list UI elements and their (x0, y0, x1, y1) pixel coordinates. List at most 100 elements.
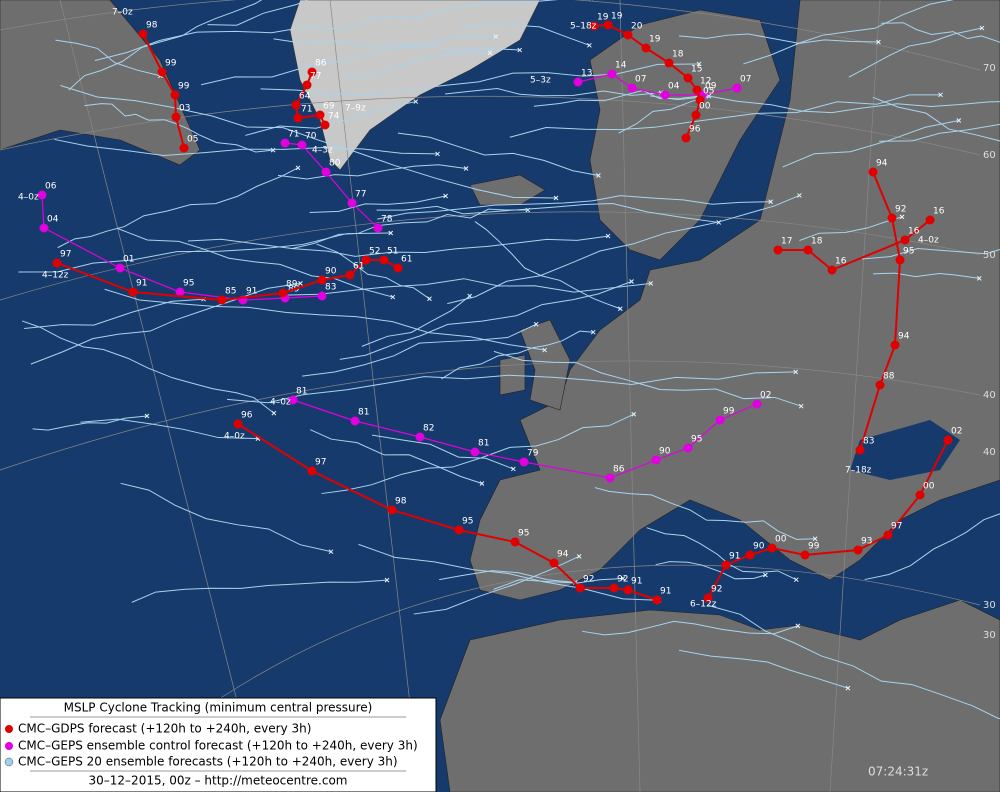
track-point (915, 490, 925, 500)
track-point (361, 255, 371, 265)
track-point (345, 270, 355, 280)
pressure-label: 82 (423, 424, 434, 434)
timestamp: 07:24:31z (868, 765, 928, 779)
track-end (270, 147, 276, 153)
track-point (853, 545, 863, 555)
track-point (641, 43, 651, 53)
track-end (510, 466, 516, 472)
ensemble-track (594, 487, 816, 540)
pressure-label: 07 (740, 75, 751, 85)
legend-item: CMC–GEPS 20 ensemble forecasts (+120h to… (18, 755, 398, 769)
ensemble-track (708, 604, 1000, 720)
legend-item: CMC–GDPS forecast (+120h to +240h, every… (18, 722, 311, 736)
pressure-label: 79 (527, 449, 539, 459)
track-point (691, 110, 701, 120)
track-point (773, 245, 783, 255)
pressure-label: 14 (615, 61, 627, 71)
track-end (648, 281, 654, 286)
track-point (387, 505, 397, 515)
track-end (938, 92, 943, 98)
pressure-label: 00 (775, 535, 787, 545)
track-line (859, 171, 902, 451)
track-end (716, 220, 722, 225)
pressure-label: 52 (369, 247, 380, 257)
pressure-label: 81 (358, 408, 369, 418)
pressure-label: 77 (310, 72, 321, 82)
start-label: 4–0z (224, 432, 245, 442)
ensemble-track (439, 570, 576, 583)
ensemble-track (533, 89, 700, 107)
pressure-label: 05 (187, 135, 198, 145)
pressure-label: 86 (315, 59, 327, 69)
track-point (681, 133, 691, 143)
pressure-label: 16 (908, 227, 920, 237)
pressure-label: 09 (705, 82, 717, 92)
pressure-label: 03 (179, 104, 190, 114)
track-point (317, 291, 327, 301)
pressure-label: 12 (700, 77, 711, 87)
track-point (660, 90, 670, 100)
track-point (664, 58, 674, 68)
ensemble-track (358, 543, 660, 601)
pressure-label: 95 (183, 279, 194, 289)
ensemble-track (678, 649, 849, 689)
track-point (171, 112, 181, 122)
track-point (415, 432, 425, 442)
track-point (350, 416, 360, 426)
track-point (470, 447, 480, 457)
track-point (170, 90, 180, 100)
track-end (631, 411, 637, 417)
track-point (128, 287, 138, 297)
track-line (577, 73, 738, 96)
track-end (493, 34, 499, 39)
ensemble-track (397, 132, 599, 177)
track-line (593, 23, 702, 139)
pressure-label: 81 (478, 439, 489, 449)
track-end (876, 39, 881, 45)
start-label: 5–3z (530, 76, 551, 86)
start-label: 4–12z (42, 271, 69, 281)
ensemble-track (799, 216, 903, 241)
pressure-label: 85 (225, 287, 236, 297)
pressure-label: 05 (703, 87, 714, 97)
track-point (320, 120, 330, 130)
track-point (855, 445, 865, 455)
start-label: 7–0z (112, 8, 133, 18)
ensemble-track (618, 95, 710, 134)
track-point (115, 263, 125, 273)
latitude-label: 40 (983, 390, 996, 401)
ensemble-track (68, 0, 263, 91)
pressure-label: 92 (895, 205, 906, 215)
track-point (573, 77, 583, 87)
track-end (487, 50, 493, 56)
track-end (144, 413, 150, 419)
track-point (37, 190, 47, 200)
ensemble-track (441, 330, 594, 380)
track-point (900, 235, 910, 245)
ensemble-track (864, 513, 1000, 581)
pressure-label: 90 (753, 542, 765, 552)
track-point (393, 263, 403, 273)
legend-swatch (5, 742, 13, 750)
track-point (605, 473, 615, 483)
track-point (745, 550, 755, 560)
pressure-label: 93 (861, 537, 872, 547)
track-end (763, 572, 768, 578)
pressure-label: 51 (387, 247, 398, 257)
track-point (157, 67, 167, 77)
ensemble-track (376, 202, 719, 223)
track-point (683, 73, 693, 83)
ensemble-track (445, 87, 662, 97)
pressure-label: 02 (760, 391, 771, 401)
track-point (39, 223, 49, 233)
pressure-label: 94 (876, 159, 888, 169)
ensemble-track (60, 85, 557, 199)
start-label: 4–0z (18, 193, 39, 203)
pressure-label: 99 (723, 407, 735, 417)
pressure-label: 86 (613, 465, 625, 475)
track-point (307, 466, 317, 476)
ensemble-track (301, 323, 537, 377)
track-end (976, 276, 982, 281)
track-end (797, 193, 802, 198)
track-end (629, 279, 634, 284)
